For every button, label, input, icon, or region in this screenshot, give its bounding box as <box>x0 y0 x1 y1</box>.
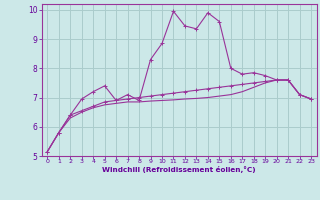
X-axis label: Windchill (Refroidissement éolien,°C): Windchill (Refroidissement éolien,°C) <box>102 166 256 173</box>
